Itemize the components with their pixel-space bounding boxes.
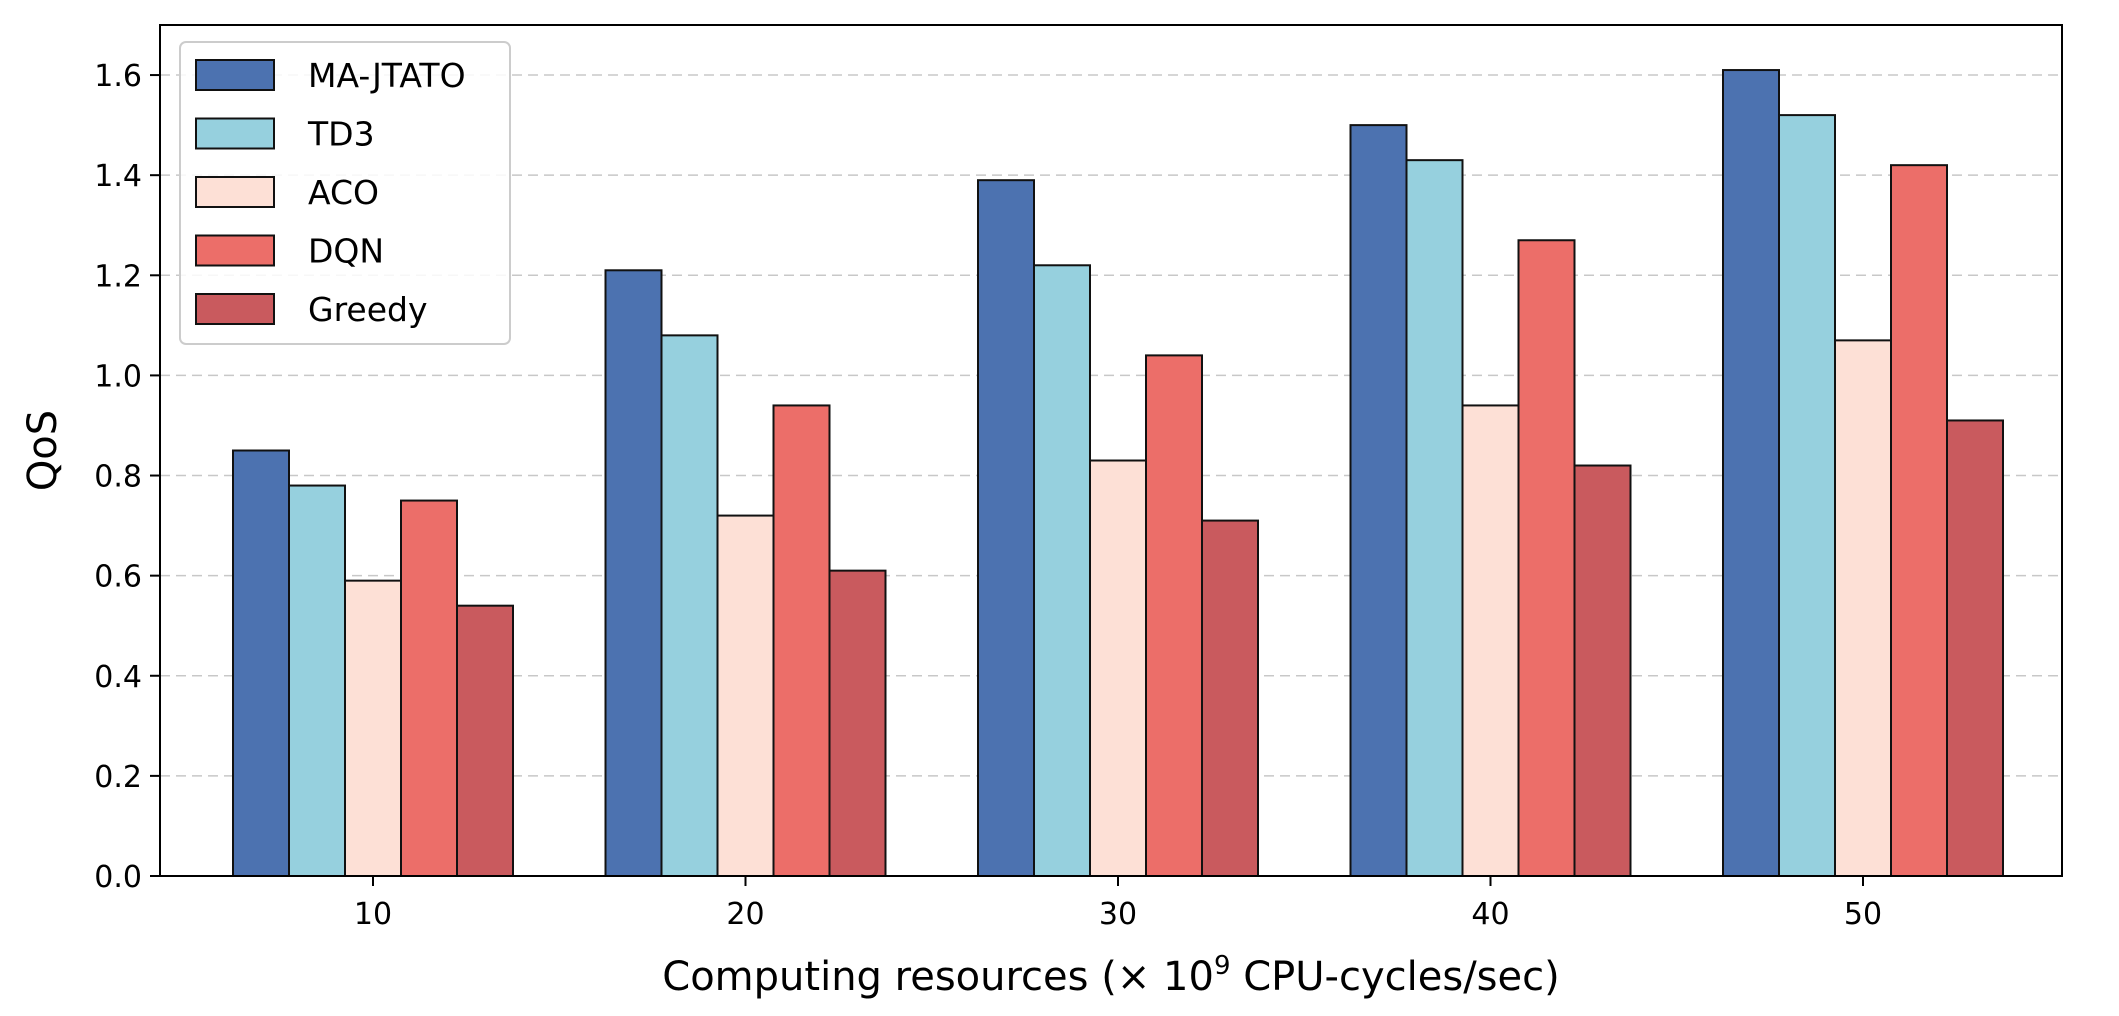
x-tick-label: 50 [1844, 897, 1882, 932]
legend: MA-JTATO TD3 ACO DQN Greedy [179, 41, 511, 345]
legend-swatch-aco [195, 176, 275, 208]
bar-ma-jtato-20 [604, 269, 663, 878]
x-axis-label-exponent: 9 [1214, 951, 1231, 981]
y-tick-label: 1.6 [94, 59, 142, 94]
x-axis-label-prefix: Computing resources (× 10 [662, 954, 1214, 1000]
bar-dqn-30 [1145, 354, 1203, 877]
bars [232, 69, 2004, 878]
y-axis-ticks: 0.0 0.2 0.4 0.6 0.8 1.0 1.2 1.4 1.6 [94, 59, 160, 895]
bar-dqn-20 [772, 404, 831, 877]
x-axis-ticks: 10 20 30 40 50 [354, 876, 1882, 932]
plot-frame [159, 24, 2063, 877]
legend-label-td3: TD3 [307, 115, 375, 154]
bar-td3-10 [288, 484, 346, 877]
bar-td3-50 [1778, 114, 1836, 877]
bar-dqn-50 [1890, 164, 1948, 877]
y-tick-label: 0.4 [94, 660, 142, 695]
bar-dqn-40 [1517, 239, 1576, 878]
legend-label-dqn: DQN [308, 232, 384, 271]
bar-td3-20 [660, 334, 719, 878]
x-tick-label: 20 [726, 897, 764, 932]
bar-greedy-30 [1201, 519, 1259, 877]
bar-td3-40 [1405, 159, 1464, 878]
bar-aco-10 [344, 579, 402, 877]
y-tick-label: 1.0 [94, 359, 142, 394]
legend-swatch-td3 [195, 117, 275, 150]
bar-aco-40 [1461, 404, 1520, 877]
bar-td3-30 [1033, 264, 1091, 877]
y-tick-label: 1.4 [94, 159, 142, 194]
x-tick-label: 30 [1099, 897, 1137, 932]
x-tick-label: 10 [354, 897, 392, 932]
legend-label-ma-jtato: MA-JTATO [308, 56, 466, 95]
bar-greedy-40 [1573, 464, 1632, 877]
x-axis-label: Computing resources (× 109 CPU-cycles/se… [662, 951, 1559, 1000]
y-tick-label: 1.2 [94, 259, 142, 294]
legend-label-aco: ACO [308, 173, 379, 212]
bar-greedy-10 [456, 604, 514, 878]
legend-label-greedy: Greedy [308, 290, 428, 329]
y-tick-label: 0.2 [94, 760, 142, 795]
x-axis-label-suffix: CPU-cycles/sec) [1231, 954, 1560, 1000]
bar-greedy-50 [1946, 419, 2004, 877]
legend-swatch-ma-jtato [195, 59, 275, 91]
y-tick-label: 0.0 [94, 860, 142, 895]
bar-greedy-20 [828, 569, 887, 877]
y-axis-label: QoS [20, 410, 66, 491]
bar-ma-jtato-50 [1722, 69, 1780, 878]
bar-aco-30 [1089, 459, 1147, 877]
bar-dqn-10 [400, 499, 458, 877]
bar-ma-jtato-30 [977, 179, 1035, 877]
bar-ma-jtato-10 [232, 449, 290, 877]
y-tick-label: 0.6 [94, 560, 142, 595]
x-tick-label: 40 [1471, 897, 1509, 932]
bar-ma-jtato-40 [1349, 124, 1408, 877]
legend-swatch-greedy [195, 293, 275, 325]
y-tick-label: 0.8 [94, 460, 142, 495]
bar-aco-20 [716, 514, 775, 877]
bar-aco-50 [1834, 339, 1892, 877]
legend-swatch-dqn [195, 234, 275, 267]
